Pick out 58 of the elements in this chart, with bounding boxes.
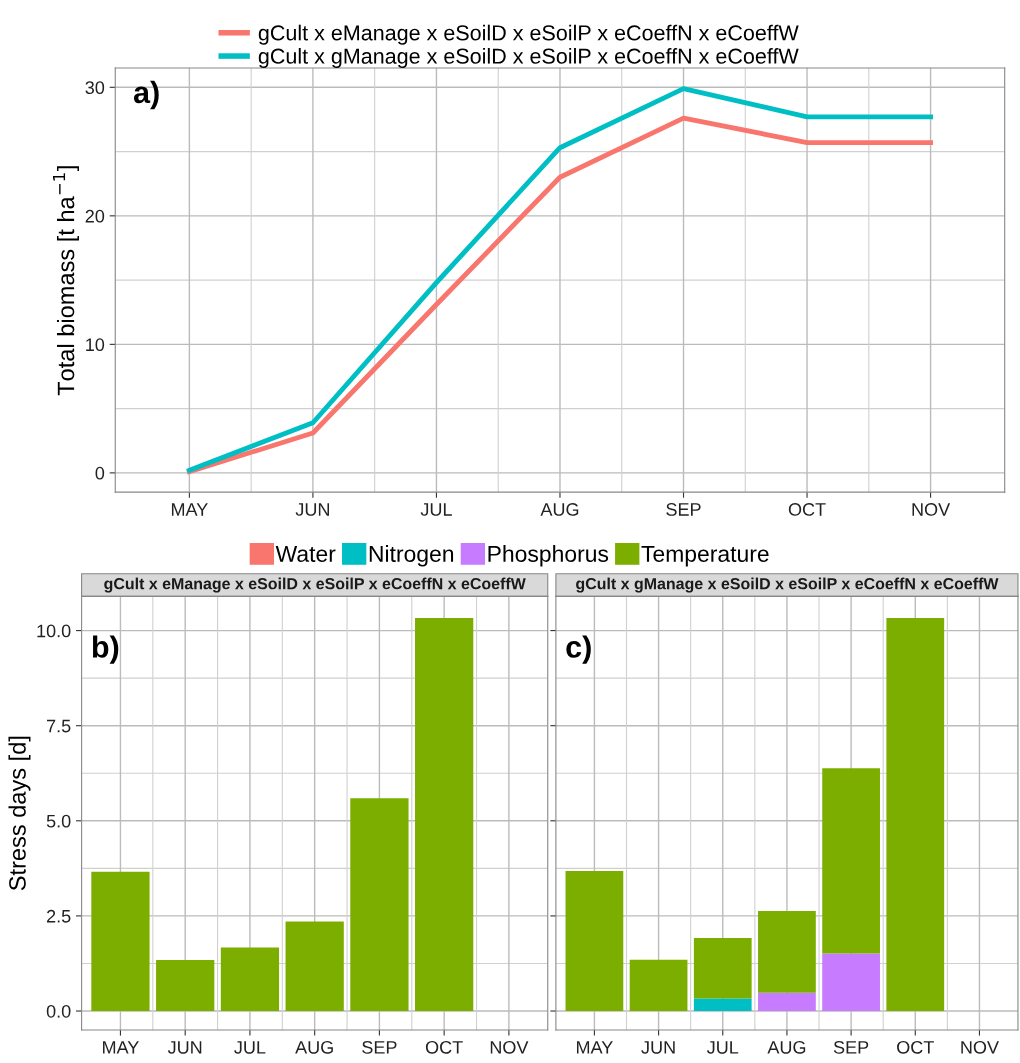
annotation: a) bbox=[133, 80, 159, 110]
legend-label: Nitrogen bbox=[369, 545, 454, 567]
bar bbox=[629, 959, 688, 1012]
bar bbox=[156, 960, 215, 1012]
bar bbox=[91, 871, 150, 1012]
legend-label: Temperature bbox=[641, 545, 769, 567]
x-tick-label: AUG bbox=[767, 1040, 806, 1054]
legend-label: Phosphorus bbox=[488, 545, 609, 567]
y-tick-label: 2.5 bbox=[46, 909, 71, 923]
bar bbox=[285, 921, 344, 1012]
y-tick-label: 5.0 bbox=[46, 814, 71, 828]
x-tick-label: JUN bbox=[641, 1041, 675, 1054]
x-tick-label: MAY bbox=[171, 503, 208, 516]
x-tick-label: JUN bbox=[167, 1041, 202, 1054]
y-tick-label: 30 bbox=[85, 81, 105, 95]
y-axis-title: Total biomass [t ha$^{−1}$] bbox=[53, 166, 79, 396]
legend-label: gCult x eManage x eSoilD x eSoilP x eCoeffN x eCoeffW bbox=[258, 24, 799, 45]
bar bbox=[350, 798, 409, 1012]
x-tick-label: JUL bbox=[420, 503, 452, 516]
chart-title: gCult x eManage x eSoilD x eSoilP x eCoeffN x eCoeffW bbox=[104, 577, 526, 593]
annotation: c) bbox=[566, 635, 591, 664]
x-tick-label: AUG bbox=[540, 503, 579, 516]
x-tick-label: OCT bbox=[425, 1040, 463, 1054]
x-tick-label: OCT bbox=[897, 1040, 934, 1054]
x-tick-label: MAY bbox=[103, 1041, 139, 1054]
y-tick-label: 10.0 bbox=[37, 624, 71, 638]
legend-label: Water bbox=[275, 545, 336, 562]
y-tick-label: 0.0 bbox=[46, 1004, 71, 1018]
bar bbox=[758, 910, 816, 993]
x-tick-label: NOV bbox=[490, 1040, 529, 1054]
bar bbox=[565, 871, 624, 1012]
bar bbox=[693, 998, 752, 1012]
y-tick-label: 20 bbox=[85, 209, 105, 223]
bar bbox=[758, 992, 816, 1012]
y-axis-title: Stress days [d] bbox=[8, 736, 31, 891]
x-tick-label: JUN bbox=[295, 503, 329, 516]
bar bbox=[220, 947, 280, 1012]
legend-label: gCult x gManage x eSoilD x eSoilP x eCoeffN x eCoeffW bbox=[258, 47, 799, 69]
x-tick-label: NOV bbox=[961, 1040, 999, 1054]
chart-title: gCult x gManage x eSoilD x eSoilP x eCoeffN x eCoeffW bbox=[576, 577, 999, 593]
bar bbox=[822, 768, 880, 954]
x-tick-label: SEP bbox=[666, 503, 701, 516]
bar bbox=[415, 618, 474, 1012]
bar bbox=[693, 937, 752, 999]
x-tick-label: NOV bbox=[912, 503, 951, 516]
x-tick-label: SEP bbox=[833, 1040, 869, 1054]
x-tick-label: JUL bbox=[706, 1041, 739, 1054]
x-tick-label: SEP bbox=[362, 1040, 397, 1054]
annotation: b) bbox=[92, 635, 119, 664]
y-tick-label: 7.5 bbox=[47, 719, 71, 733]
x-tick-label: JUL bbox=[234, 1041, 266, 1054]
x-tick-label: OCT bbox=[788, 503, 826, 516]
y-tick-label: 0 bbox=[95, 466, 105, 480]
bar bbox=[886, 618, 945, 1012]
x-tick-label: MAY bbox=[576, 1041, 613, 1054]
y-tick-label: 10 bbox=[86, 338, 105, 352]
bar bbox=[822, 953, 880, 1012]
x-tick-label: AUG bbox=[295, 1040, 333, 1054]
